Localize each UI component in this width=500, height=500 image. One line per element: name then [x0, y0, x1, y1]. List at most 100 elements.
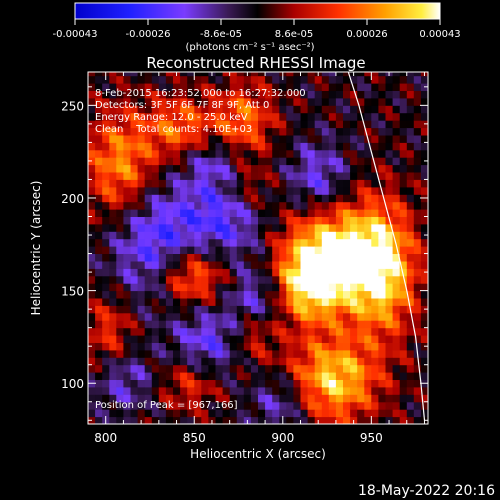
heatmap-cell [406, 386, 415, 395]
heatmap-cell [173, 253, 181, 262]
heatmap-cell [328, 386, 337, 395]
heatmap-cell [102, 105, 110, 114]
heatmap-cell [165, 372, 174, 380]
heatmap-cell [335, 179, 344, 188]
heatmap-cell [392, 83, 401, 91]
heatmap-cell [286, 379, 294, 388]
heatmap-cell [201, 142, 209, 151]
heatmap-cell [116, 142, 124, 151]
heatmap-cell [265, 386, 273, 395]
heatmap-cell [180, 164, 188, 173]
heatmap-cell [286, 320, 294, 329]
heatmap-cell [151, 164, 160, 173]
heatmap-cell [165, 164, 174, 173]
heatmap-cell [165, 283, 174, 292]
heatmap-cell [222, 386, 231, 395]
heatmap-cell [151, 335, 160, 343]
heatmap-cell [314, 409, 323, 418]
heatmap-cell [258, 209, 266, 217]
heatmap-cell [250, 364, 259, 373]
heatmap-cell [343, 275, 351, 284]
heatmap-cell [187, 327, 195, 336]
heatmap-cell [229, 327, 238, 336]
heatmap-cell [286, 97, 294, 106]
heatmap-cell [116, 231, 124, 240]
heatmap-cell [123, 401, 131, 410]
heatmap-cell [180, 142, 188, 151]
heatmap-cell [201, 379, 209, 388]
heatmap-cell [300, 386, 309, 395]
heatmap-cell [385, 342, 394, 351]
heatmap-cell [378, 172, 386, 180]
heatmap-cell [364, 261, 372, 269]
heatmap-cell [187, 112, 195, 121]
heatmap-cell [102, 327, 110, 336]
colorbar-tick-label: -0.00026 [126, 29, 171, 40]
heatmap-cell [144, 83, 153, 91]
heatmap-cell [243, 312, 252, 321]
heatmap-cell [321, 112, 330, 121]
heatmap-cell [236, 179, 245, 188]
heatmap-cell [300, 312, 309, 321]
heatmap-cell [208, 120, 216, 129]
heatmap-cell [250, 112, 259, 121]
heatmap-cell [392, 231, 401, 240]
heatmap-cell [371, 327, 379, 336]
heatmap-cell [399, 149, 408, 158]
heatmap-cell [123, 246, 131, 254]
heatmap-cell [314, 327, 323, 336]
heatmap-cell [151, 409, 160, 418]
heatmap-cell [215, 83, 224, 91]
heatmap-cell [385, 179, 394, 188]
heatmap-cell [307, 238, 316, 247]
heatmap-cell [222, 364, 231, 373]
heatmap-cell [307, 231, 316, 240]
heatmap-cell [151, 416, 160, 424]
heatmap-cell [406, 342, 415, 351]
heatmap-cell [116, 416, 124, 424]
heatmap-cell [116, 97, 124, 106]
heatmap-cell [265, 201, 273, 210]
heatmap-cell [265, 216, 273, 225]
heatmap-cell [279, 97, 287, 106]
heatmap-cell [180, 312, 188, 321]
heatmap-cell [130, 164, 139, 173]
heatmap-cell [420, 349, 428, 358]
heatmap-cell [293, 409, 301, 418]
heatmap-cell [187, 386, 195, 395]
heatmap-cell [364, 231, 372, 240]
heatmap-cell [364, 172, 372, 180]
heatmap-cell [243, 349, 252, 358]
heatmap-cell [137, 142, 146, 151]
heatmap-cell [165, 401, 174, 410]
heatmap-cell [321, 372, 330, 380]
heatmap-cell [300, 275, 309, 284]
heatmap-cell [307, 379, 316, 388]
heatmap-cell [399, 75, 408, 84]
heatmap-cell [201, 112, 209, 121]
heatmap-cell [364, 305, 372, 314]
heatmap-cell [215, 246, 224, 254]
heatmap-cell [180, 223, 188, 232]
heatmap-cell [272, 135, 280, 143]
heatmap-cell [272, 268, 280, 277]
heatmap-cell [123, 135, 131, 143]
heatmap-cell [364, 149, 372, 158]
heatmap-cell [215, 209, 224, 217]
heatmap-cell [272, 238, 280, 247]
heatmap-cell [413, 112, 422, 121]
heatmap-cell [243, 186, 252, 195]
heatmap-cell [413, 105, 422, 114]
heatmap-cell [158, 142, 167, 151]
colorbar-tick-label: 8.6e-05 [275, 29, 313, 40]
heatmap-cell [265, 231, 273, 240]
heatmap-cell [180, 246, 188, 254]
heatmap-cell [102, 157, 110, 166]
heatmap-cell [307, 97, 316, 106]
heatmap-cell [243, 320, 252, 329]
heatmap-cell [343, 231, 351, 240]
heatmap-cell [392, 194, 401, 203]
heatmap-cell [413, 75, 422, 84]
heatmap-cell [130, 127, 139, 136]
heatmap-cell [187, 349, 195, 358]
